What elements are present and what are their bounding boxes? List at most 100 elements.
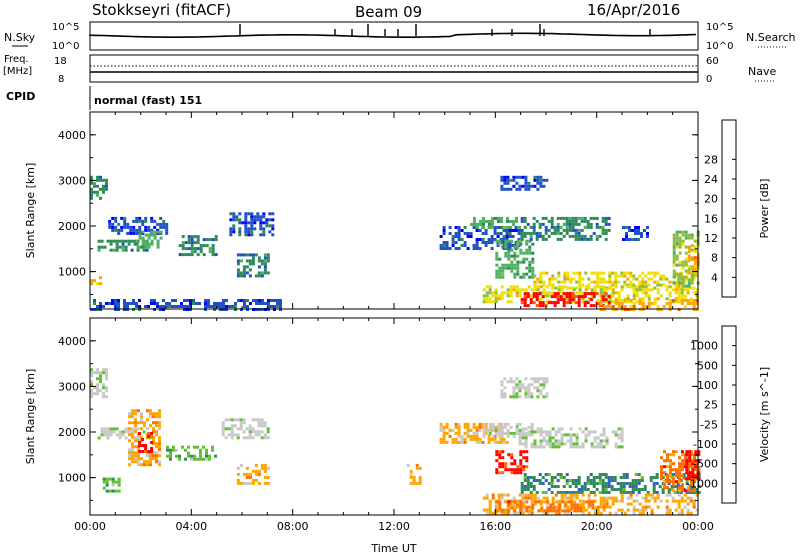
- data-cell: [580, 237, 584, 241]
- data-cell: [112, 248, 116, 252]
- data-cell: [248, 481, 252, 485]
- data-cell: [219, 302, 222, 305]
- data-cell: [162, 305, 165, 308]
- data-cell: [451, 428, 455, 432]
- data-cell: [554, 442, 558, 446]
- data-cell: [697, 468, 701, 472]
- data-cell: [605, 300, 609, 304]
- data-cell: [591, 503, 595, 507]
- data-cell: [105, 386, 108, 390]
- data-cell: [497, 496, 501, 500]
- data-cell: [263, 424, 267, 428]
- data-cell: [494, 511, 498, 515]
- data-cell: [494, 288, 498, 292]
- data-cell: [688, 477, 692, 481]
- data-cell: [484, 232, 488, 235]
- data-cell: [245, 271, 249, 275]
- data-cell: [199, 454, 202, 458]
- data-cell: [256, 215, 260, 219]
- data-cell: [165, 222, 169, 226]
- data-cell: [613, 488, 617, 491]
- data-cell: [146, 427, 149, 431]
- data-cell: [522, 465, 526, 469]
- data-cell: [500, 511, 504, 515]
- data-cell: [457, 428, 461, 432]
- data-cell: [647, 493, 651, 497]
- data-cell: [681, 230, 685, 234]
- data-cell: [577, 234, 581, 238]
- data-cell: [159, 230, 163, 234]
- data-cell: [684, 245, 688, 249]
- data-cell: [162, 225, 166, 229]
- data-cell: [560, 439, 564, 443]
- data-cell: [508, 235, 512, 238]
- data-cell: [481, 440, 485, 444]
- data-cell: [132, 225, 136, 229]
- data-cell: [494, 294, 498, 298]
- data-cell: [669, 462, 672, 466]
- data-cell: [542, 380, 546, 384]
- data-cell: [511, 229, 515, 232]
- data-cell: [117, 489, 121, 493]
- data-cell: [691, 465, 695, 469]
- data-cell: [545, 439, 549, 443]
- data-cell: [599, 433, 603, 437]
- data-cell: [580, 219, 584, 223]
- data-cell: [663, 450, 666, 454]
- data-cell: [647, 499, 651, 503]
- data-cell: [485, 300, 489, 304]
- data-cell: [496, 235, 500, 238]
- data-cell: [539, 427, 543, 431]
- data-cell: [135, 228, 139, 232]
- data-cell: [598, 491, 602, 494]
- data-cell: [622, 238, 625, 241]
- data-cell: [544, 225, 548, 229]
- data-cell: [678, 474, 681, 478]
- data-cell: [525, 239, 529, 243]
- data-cell: [538, 479, 542, 482]
- data-cell: [689, 511, 693, 515]
- data-cell: [620, 299, 624, 302]
- data-cell: [261, 299, 264, 302]
- data-cell: [620, 274, 624, 278]
- data-cell: [90, 368, 93, 372]
- data-cell: [134, 445, 137, 449]
- data-cell: [684, 489, 687, 493]
- data-cell: [623, 274, 627, 278]
- data-cell: [653, 302, 657, 305]
- data-cell: [681, 281, 685, 285]
- data-cell: [572, 300, 576, 304]
- data-cell: [439, 422, 443, 426]
- data-cell: [523, 219, 527, 223]
- data-cell: [547, 473, 551, 476]
- data-cell: [629, 305, 633, 308]
- noise-tick-top-left: 10^5: [52, 22, 79, 33]
- data-cell: [617, 294, 621, 298]
- data-cell: [102, 187, 105, 191]
- data-cell: [566, 297, 570, 301]
- data-cell: [469, 434, 473, 438]
- data-cell: [524, 445, 528, 449]
- data-cell: [152, 457, 155, 461]
- data-cell: [652, 488, 656, 491]
- data-cell: [602, 433, 606, 437]
- data-cell: [536, 178, 540, 182]
- data-cell: [251, 256, 255, 260]
- data-cell: [689, 499, 693, 503]
- data-cell: [565, 295, 569, 299]
- data-cell: [263, 433, 267, 437]
- data-cell: [439, 235, 443, 238]
- data-cell: [637, 232, 640, 235]
- data-cell: [691, 491, 695, 494]
- data-cell: [211, 250, 215, 254]
- data-cell: [666, 453, 669, 457]
- data-cell: [141, 450, 145, 453]
- data-cell: [108, 222, 112, 226]
- data-cell: [152, 442, 155, 446]
- data-cell: [496, 244, 500, 247]
- data-cell: [484, 229, 488, 232]
- data-cell: [128, 451, 131, 455]
- data-cell: [524, 392, 528, 396]
- y-tick-label: 3000: [58, 380, 86, 393]
- data-cell: [150, 441, 154, 444]
